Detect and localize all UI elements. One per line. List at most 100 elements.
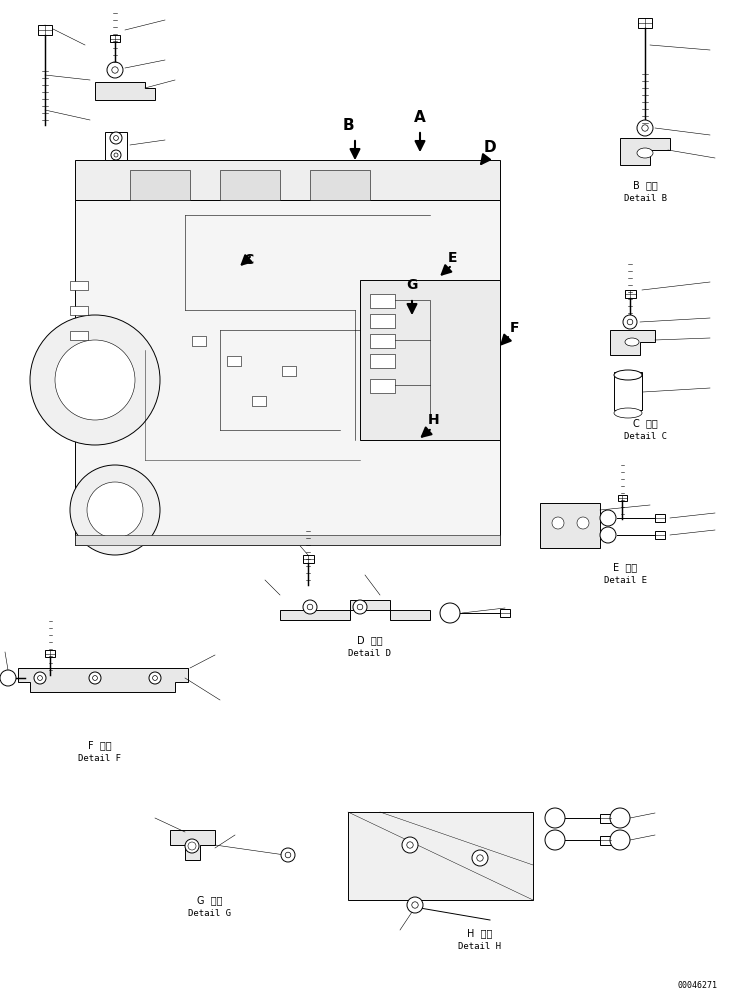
Bar (370, 314, 395, 328)
Bar (540, 503, 600, 548)
Bar (110, 35, 120, 42)
Circle shape (87, 482, 143, 538)
Circle shape (353, 600, 367, 614)
Circle shape (152, 675, 157, 680)
Bar (638, 18, 652, 28)
Text: Detail C: Detail C (624, 432, 667, 441)
Circle shape (188, 842, 196, 850)
Circle shape (189, 843, 195, 849)
Circle shape (407, 842, 413, 848)
Bar (600, 835, 610, 844)
Bar (370, 294, 395, 308)
Bar (370, 354, 395, 368)
Bar (614, 372, 642, 410)
Polygon shape (95, 82, 155, 100)
Bar (370, 379, 395, 393)
Ellipse shape (614, 370, 642, 380)
Circle shape (37, 675, 42, 680)
Circle shape (110, 132, 122, 144)
Circle shape (114, 153, 118, 157)
Polygon shape (75, 535, 500, 545)
Bar (38, 25, 52, 35)
Circle shape (34, 672, 46, 684)
Circle shape (545, 808, 565, 828)
Text: B: B (342, 118, 354, 133)
Text: Detail D: Detail D (348, 649, 392, 658)
Polygon shape (170, 830, 215, 860)
Text: E  詳細: E 詳細 (613, 562, 637, 572)
Polygon shape (620, 138, 670, 165)
Circle shape (89, 672, 101, 684)
Circle shape (55, 340, 135, 420)
Text: B  詳細: B 詳細 (632, 180, 657, 190)
Circle shape (600, 510, 616, 526)
Text: Detail A: Detail A (78, 189, 122, 198)
Text: A  詳細: A 詳細 (88, 175, 112, 185)
Bar (655, 514, 665, 522)
Circle shape (642, 125, 649, 131)
Text: Detail G: Detail G (189, 909, 231, 918)
Bar (600, 813, 610, 822)
Polygon shape (75, 160, 500, 200)
Circle shape (552, 517, 564, 529)
Polygon shape (130, 170, 190, 200)
Text: H  詳細: H 詳細 (467, 928, 493, 938)
Text: D  詳細: D 詳細 (357, 635, 383, 645)
Ellipse shape (614, 408, 642, 418)
Bar (370, 334, 395, 348)
Text: G: G (406, 278, 418, 292)
Circle shape (107, 62, 123, 78)
Polygon shape (360, 280, 500, 440)
Ellipse shape (637, 148, 653, 158)
Bar (655, 531, 665, 539)
Circle shape (149, 672, 161, 684)
Circle shape (281, 848, 295, 862)
Polygon shape (280, 600, 430, 620)
Circle shape (545, 830, 565, 850)
Circle shape (30, 315, 160, 445)
Text: H: H (428, 413, 440, 427)
Circle shape (402, 837, 418, 853)
Bar (105, 132, 127, 160)
Bar (500, 609, 510, 617)
Circle shape (112, 67, 118, 73)
Text: Detail F: Detail F (78, 754, 122, 763)
Circle shape (577, 517, 589, 529)
Circle shape (0, 670, 16, 686)
Bar (302, 555, 313, 563)
Circle shape (93, 675, 97, 680)
Bar (282, 366, 296, 376)
Text: E: E (448, 251, 458, 265)
Text: F: F (510, 321, 520, 335)
Circle shape (610, 830, 630, 850)
Bar (618, 495, 627, 501)
Circle shape (407, 897, 423, 913)
Circle shape (637, 120, 653, 136)
Circle shape (477, 855, 483, 861)
Polygon shape (75, 200, 500, 545)
Bar (624, 290, 635, 298)
Circle shape (623, 315, 637, 329)
Circle shape (357, 604, 363, 609)
Bar (45, 650, 55, 657)
Text: D: D (484, 141, 496, 156)
Polygon shape (18, 668, 188, 692)
Text: Detail H: Detail H (458, 942, 501, 951)
Text: 00046271: 00046271 (678, 981, 718, 990)
Circle shape (185, 839, 199, 853)
Circle shape (412, 902, 418, 908)
Circle shape (113, 136, 119, 141)
Bar (70, 281, 88, 290)
Circle shape (303, 600, 317, 614)
Bar (70, 331, 88, 340)
Circle shape (472, 850, 488, 866)
Polygon shape (610, 330, 655, 355)
Circle shape (610, 808, 630, 828)
Polygon shape (310, 170, 370, 200)
Bar (252, 396, 266, 406)
Text: Detail E: Detail E (603, 576, 646, 585)
Text: A: A (414, 111, 426, 126)
Text: G  詳細: G 詳細 (197, 895, 223, 905)
Circle shape (111, 150, 121, 160)
Circle shape (627, 320, 632, 325)
